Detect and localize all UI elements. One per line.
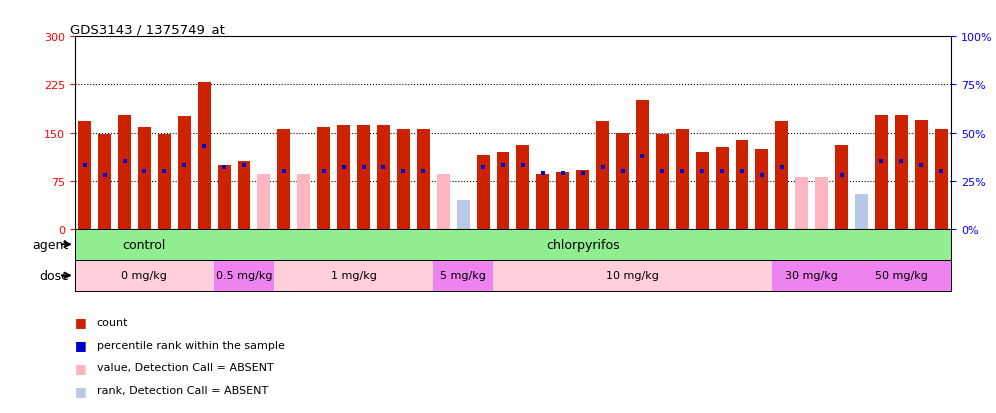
- Text: count: count: [97, 317, 128, 327]
- Text: 30 mg/kg: 30 mg/kg: [785, 271, 839, 281]
- Bar: [376, 126, 389, 229]
- Bar: [735, 141, 748, 229]
- Bar: [137, 128, 151, 229]
- Bar: [852, 260, 951, 291]
- Bar: [75, 229, 214, 260]
- Text: 0 mg/kg: 0 mg/kg: [122, 271, 167, 281]
- Bar: [436, 175, 449, 229]
- Bar: [396, 130, 409, 229]
- Text: value, Detection Call = ABSENT: value, Detection Call = ABSENT: [97, 363, 273, 373]
- Bar: [157, 135, 171, 229]
- Text: ■: ■: [75, 361, 87, 374]
- Bar: [118, 115, 130, 229]
- Bar: [772, 260, 852, 291]
- Bar: [775, 122, 788, 229]
- Bar: [75, 260, 214, 291]
- Bar: [297, 175, 310, 229]
- Text: ■: ■: [75, 338, 87, 351]
- Bar: [556, 173, 569, 229]
- Text: GDS3143 / 1375749_at: GDS3143 / 1375749_at: [71, 23, 225, 36]
- Bar: [476, 156, 489, 229]
- Bar: [98, 135, 111, 229]
- Bar: [835, 146, 848, 229]
- Text: 1 mg/kg: 1 mg/kg: [331, 271, 376, 281]
- Text: ■: ■: [75, 384, 87, 397]
- Bar: [337, 126, 350, 229]
- Bar: [357, 126, 371, 229]
- Bar: [655, 135, 668, 229]
- Bar: [274, 260, 433, 291]
- Bar: [277, 130, 290, 229]
- Bar: [934, 130, 947, 229]
- Bar: [536, 175, 549, 229]
- Bar: [576, 170, 589, 229]
- Bar: [416, 130, 429, 229]
- Bar: [675, 130, 688, 229]
- Bar: [894, 115, 907, 229]
- Text: percentile rank within the sample: percentile rank within the sample: [97, 340, 285, 350]
- Bar: [695, 152, 708, 229]
- Text: ■: ■: [75, 316, 87, 329]
- Bar: [616, 133, 628, 229]
- Text: dose: dose: [39, 269, 69, 282]
- Bar: [433, 260, 493, 291]
- Bar: [815, 178, 828, 229]
- Bar: [715, 147, 729, 229]
- Text: 50 mg/kg: 50 mg/kg: [874, 271, 928, 281]
- Bar: [755, 149, 768, 229]
- Bar: [795, 178, 808, 229]
- Bar: [874, 115, 887, 229]
- Text: 10 mg/kg: 10 mg/kg: [606, 271, 659, 281]
- Text: 0.5 mg/kg: 0.5 mg/kg: [216, 271, 272, 281]
- Bar: [855, 195, 868, 229]
- Bar: [78, 122, 91, 229]
- Bar: [197, 83, 210, 229]
- Text: agent: agent: [33, 238, 69, 251]
- Text: chlorpyrifos: chlorpyrifos: [546, 238, 620, 251]
- Bar: [214, 260, 274, 291]
- Text: control: control: [123, 238, 166, 251]
- Text: 5 mg/kg: 5 mg/kg: [440, 271, 486, 281]
- Bar: [496, 152, 509, 229]
- Bar: [516, 146, 529, 229]
- Bar: [456, 200, 469, 229]
- Text: rank, Detection Call = ABSENT: rank, Detection Call = ABSENT: [97, 385, 268, 395]
- Bar: [237, 162, 250, 229]
- Bar: [317, 128, 330, 229]
- Bar: [177, 117, 191, 229]
- Bar: [914, 121, 927, 229]
- Bar: [214, 229, 951, 260]
- Bar: [257, 175, 270, 229]
- Bar: [596, 122, 609, 229]
- Bar: [217, 165, 230, 229]
- Bar: [493, 260, 772, 291]
- Bar: [635, 101, 648, 229]
